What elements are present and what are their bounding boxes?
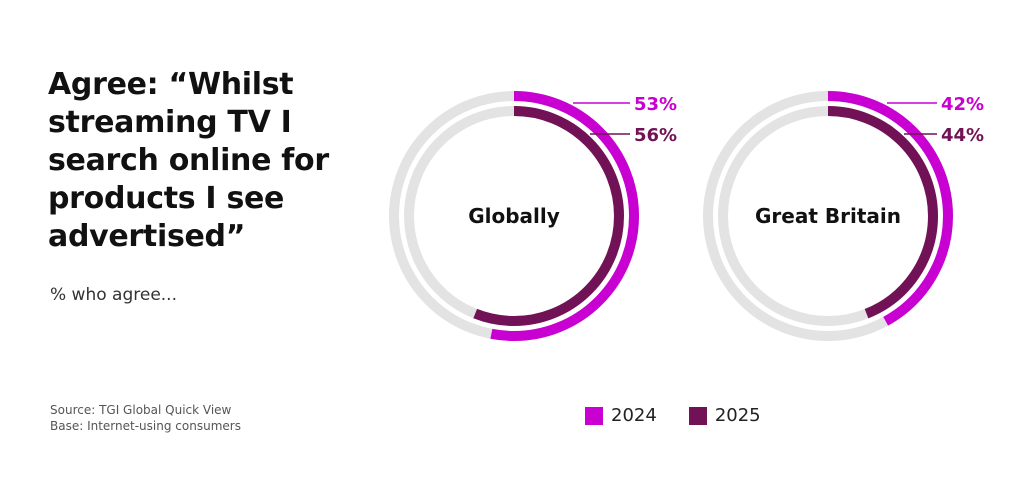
arc-2025 <box>404 106 624 326</box>
source-note: Source: TGI Global Quick View <box>50 403 232 417</box>
legend-item-2025: 2025 <box>688 405 761 426</box>
value-label-2025: 56% <box>634 125 677 146</box>
chart-subtitle: % who agree... <box>50 285 177 305</box>
legend-label: 2025 <box>714 405 761 426</box>
base-note: Base: Internet-using consumers <box>50 419 241 433</box>
legend-item-2024: 2024 <box>585 405 657 426</box>
legend-swatch-2024 <box>585 406 603 425</box>
arc-2025 <box>718 106 938 326</box>
value-label-2024: 42% <box>941 94 984 115</box>
legend: 2024 2025 <box>585 405 761 426</box>
legend-swatch-2025 <box>688 406 707 425</box>
donut-great-britain: 42% 44% Great Britain <box>703 91 984 341</box>
chart-title: Agree: “Whilst streaming TV I search onl… <box>48 67 329 254</box>
value-label-2024: 53% <box>634 94 677 115</box>
arc-2024 <box>703 91 953 341</box>
legend-label: 2024 <box>611 405 657 426</box>
donut-center-label: Globally <box>468 204 560 228</box>
donut-center-label: Great Britain <box>755 204 901 228</box>
value-label-2025: 44% <box>941 125 984 146</box>
donut-globally: 53% 56% Globally <box>389 91 677 341</box>
arc-2024 <box>389 91 639 341</box>
footnote: Source: TGI Global Quick View Base: Inte… <box>50 402 241 434</box>
